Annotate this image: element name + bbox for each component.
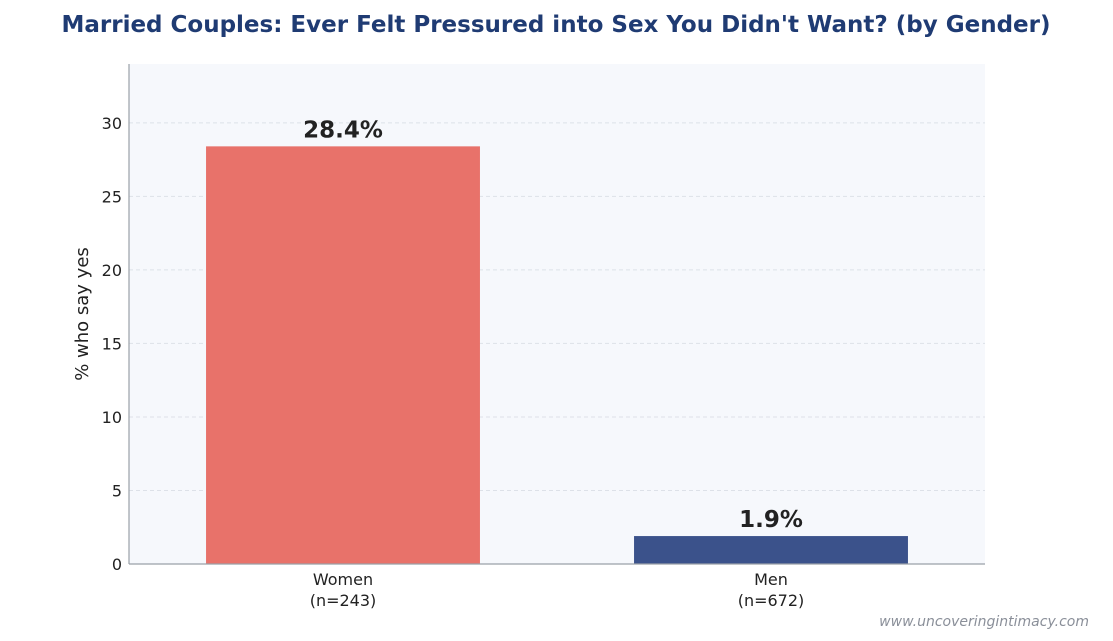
y-tick-label: 0 [112,555,122,574]
chart-title: Married Couples: Ever Felt Pressured int… [61,12,1050,38]
value-labels: 28.4% 1.9% [303,117,803,533]
y-tick-labels: 0 5 10 15 20 25 30 [102,114,122,574]
x-tick-sample-size: (n=672) [738,591,805,610]
y-tick-label: 5 [112,481,122,500]
x-tick-label: Women [313,570,373,589]
y-tick-label: 10 [102,408,122,427]
value-label: 28.4% [303,117,383,143]
y-axis-label: % who say yes [72,247,93,381]
y-tick-label: 20 [102,261,122,280]
bar-women [206,146,480,564]
y-tick-label: 30 [102,114,122,133]
y-tick-label: 25 [102,187,122,206]
bars [206,146,908,564]
x-tick-labels: Women (n=243) Men (n=672) [310,570,805,610]
x-tick-label: Men [754,570,788,589]
bar-men [634,536,908,564]
watermark-text: www.uncoveringintimacy.com [879,614,1089,630]
y-tick-label: 15 [102,334,122,353]
x-tick-sample-size: (n=243) [310,591,377,610]
value-label: 1.9% [739,507,803,533]
